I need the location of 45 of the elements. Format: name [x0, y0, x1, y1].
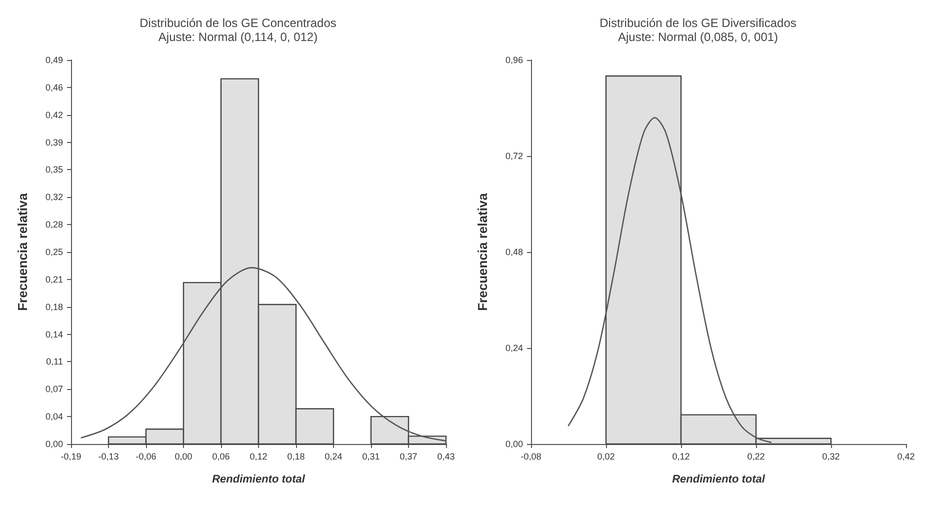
- x-tick-label: 0,37: [400, 452, 418, 462]
- chart-subtitle: Ajuste: Normal (0,085, 0, 001): [618, 30, 778, 44]
- x-axis-title: Rendimiento total: [672, 474, 766, 486]
- x-tick-label: -0,08: [520, 452, 542, 462]
- y-axis-title: Frecuencia relativa: [15, 192, 30, 311]
- y-tick-label: 0,35: [45, 164, 63, 175]
- y-tick-label: 0,24: [505, 343, 523, 353]
- x-tick-label: 0,00: [174, 452, 192, 462]
- x-tick-label: 0,43: [437, 452, 455, 462]
- y-tick-label: 0,07: [45, 384, 63, 394]
- y-tick-label: 0,11: [46, 356, 63, 367]
- y-tick-label: 0,28: [45, 220, 63, 230]
- y-tick-label: 0,48: [505, 247, 523, 257]
- chart-title: Distribución de los GE Diversificados: [600, 16, 796, 30]
- x-tick-label: -0,19: [60, 452, 82, 462]
- chart-title: Distribución de los GE Concentrados: [140, 16, 336, 30]
- x-tick-label: 0,06: [212, 452, 230, 462]
- y-tick-label: 0,42: [45, 110, 63, 120]
- x-tick-label: 0,22: [747, 452, 765, 462]
- y-tick-label: 0,25: [45, 247, 63, 257]
- y-tick-label: 0,14: [45, 329, 63, 340]
- y-axis-title: Frecuencia relativa: [475, 192, 490, 311]
- y-tick-label: 0,32: [45, 192, 63, 202]
- y-tick-label: 0,04: [45, 412, 63, 422]
- x-tick-label: 0,42: [897, 452, 915, 462]
- y-tick-label: 0,18: [45, 302, 63, 312]
- x-tick-label: -0,13: [98, 452, 119, 462]
- x-tick-label: 0,31: [362, 452, 380, 462]
- x-tick-label: -0,06: [136, 452, 156, 462]
- y-tick-label: 0,49: [45, 55, 63, 65]
- y-tick-label: 0,21: [45, 274, 63, 284]
- y-tick-label: 0,72: [505, 151, 523, 161]
- y-tick-label: 0,00: [505, 439, 523, 449]
- x-tick-label: 0,18: [287, 452, 305, 462]
- x-tick-label: 0,32: [822, 452, 840, 462]
- x-tick-label: 0,02: [597, 452, 615, 462]
- x-tick-label: 0,24: [324, 452, 342, 462]
- y-tick-label: 0,96: [505, 55, 523, 65]
- x-tick-label: 0,12: [250, 452, 268, 462]
- y-tick-label: 0,46: [45, 82, 63, 92]
- x-tick-label: 0,12: [672, 452, 690, 462]
- x-axis-title: Rendimiento total: [212, 474, 306, 486]
- y-tick-label: 0,39: [45, 137, 63, 148]
- y-tick-label: 0,00: [45, 439, 63, 449]
- chart-subtitle: Ajuste: Normal (0,114, 0, 012): [158, 30, 318, 44]
